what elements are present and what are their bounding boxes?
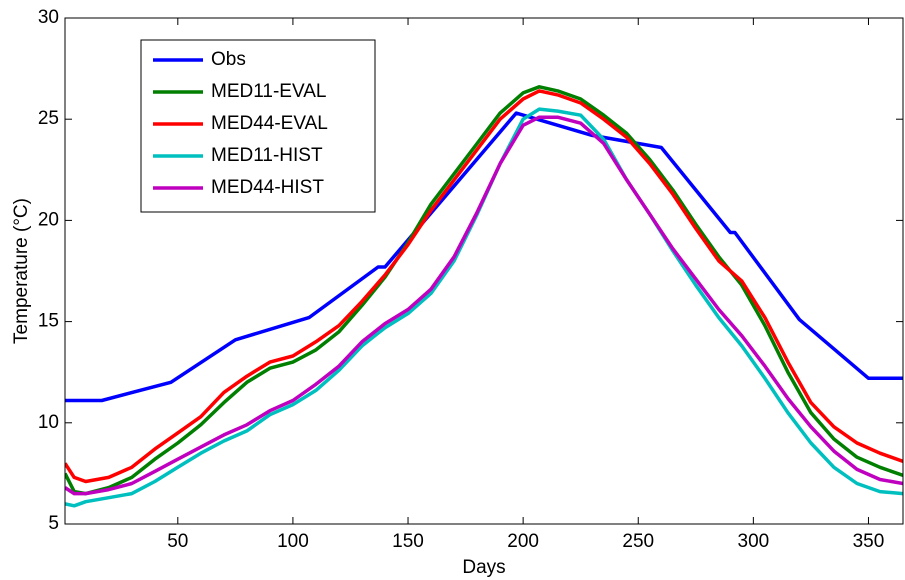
x-tick-label: 150 — [392, 531, 424, 552]
x-tick-label: 250 — [622, 531, 654, 552]
y-tick-label: 15 — [38, 311, 59, 332]
legend-label: MED44-HIST — [211, 177, 324, 198]
x-tick-label: 100 — [277, 531, 309, 552]
x-tick-label: 350 — [853, 531, 885, 552]
series-line — [65, 115, 903, 496]
x-axis-label: Days — [462, 557, 505, 578]
y-tick-label: 10 — [38, 412, 59, 433]
x-tick-label: 300 — [738, 531, 770, 552]
legend-label: MED11-HIST — [211, 145, 323, 166]
legend-label: MED11-EVAL — [211, 81, 326, 102]
plot-frame — [64, 17, 904, 525]
series-line — [65, 89, 903, 484]
y-tick-label: 25 — [38, 108, 59, 129]
y-tick-label: 20 — [38, 209, 59, 230]
y-tick-label: 5 — [48, 513, 59, 534]
legend-box — [140, 39, 376, 213]
y-axis-label: Temperature (°C) — [11, 198, 32, 344]
legend-label: MED44-EVAL — [211, 113, 328, 134]
x-tick-label: 200 — [507, 531, 539, 552]
y-tick-label: 30 — [38, 7, 59, 28]
series-line — [65, 85, 903, 496]
series-line — [65, 111, 903, 403]
legend-label: Obs — [211, 49, 246, 70]
x-tick-label: 50 — [167, 531, 188, 552]
